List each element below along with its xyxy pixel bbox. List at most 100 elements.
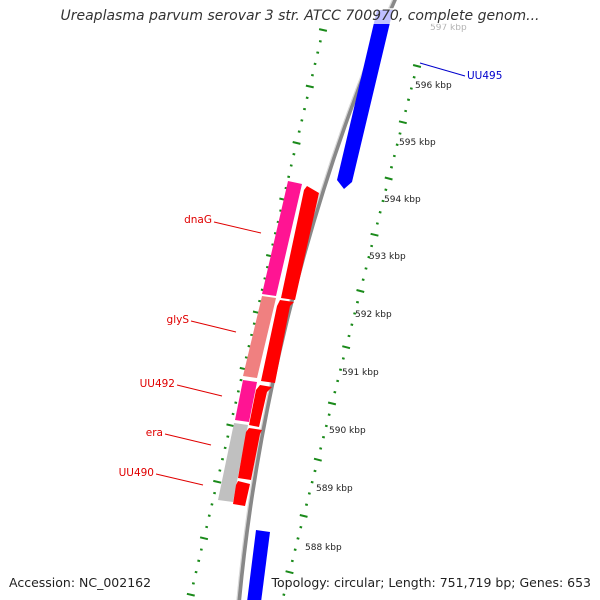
tick-mark bbox=[338, 368, 343, 371]
scale-label-594: 594 kbp bbox=[384, 195, 421, 205]
tick-mark bbox=[234, 401, 238, 404]
dnaG-pink-block[interactable] bbox=[262, 181, 302, 296]
glyS-salmon-block[interactable] bbox=[243, 296, 276, 378]
scale-label-593: 593 kbp bbox=[369, 252, 406, 262]
tick-mark bbox=[316, 51, 320, 54]
scale-label-590: 590 kbp bbox=[329, 426, 366, 436]
tick-mark bbox=[197, 559, 201, 563]
tick-mark bbox=[258, 299, 262, 303]
scale-label-588: 588 kbp bbox=[305, 543, 342, 553]
tick-mark bbox=[367, 255, 371, 259]
tick-mark bbox=[381, 199, 385, 203]
era-leader-line bbox=[164, 433, 212, 446]
gene-label-uu490[interactable]: UU490 bbox=[119, 467, 154, 479]
gene-glyS-arrow[interactable] bbox=[261, 300, 294, 383]
tick-mark bbox=[292, 152, 296, 156]
tick-mark bbox=[313, 62, 317, 66]
tick-mark bbox=[299, 514, 308, 518]
tick-mark bbox=[313, 469, 317, 473]
tick-mark bbox=[290, 559, 294, 563]
tick-mark bbox=[305, 96, 309, 100]
gene-label-uu492[interactable]: UU492 bbox=[140, 378, 175, 390]
gene-uu490-arrow[interactable] bbox=[233, 481, 250, 506]
tick-mark bbox=[324, 424, 328, 428]
tick-mark bbox=[313, 457, 322, 462]
accession-text: Accession: NC_002162 bbox=[9, 575, 152, 590]
gene-label-dnaG[interactable]: dnaG bbox=[184, 214, 212, 226]
tick-mark bbox=[336, 379, 340, 383]
tick-mark bbox=[409, 87, 413, 90]
uu492-pink-block[interactable] bbox=[235, 380, 257, 422]
tick-mark bbox=[389, 165, 394, 169]
glyS-leader-line bbox=[190, 320, 237, 333]
tick-mark bbox=[250, 333, 254, 337]
tick-mark bbox=[350, 323, 354, 326]
tick-mark bbox=[370, 244, 374, 248]
era-gray-block[interactable] bbox=[218, 423, 248, 502]
tick-mark bbox=[356, 289, 365, 293]
tick-mark bbox=[412, 75, 416, 79]
tick-mark bbox=[333, 390, 337, 394]
tick-mark bbox=[299, 525, 303, 529]
dnaG-leader-line bbox=[213, 221, 262, 234]
tick-mark bbox=[210, 503, 214, 506]
tick-mark bbox=[310, 73, 314, 77]
tick-mark bbox=[289, 164, 293, 167]
gene-label-uu495[interactable]: UU495 bbox=[467, 70, 502, 82]
tick-mark bbox=[205, 525, 209, 529]
scale-label-595: 595 kbp bbox=[399, 138, 436, 148]
uu490-leader-line bbox=[155, 473, 204, 486]
tick-mark bbox=[412, 64, 422, 68]
tick-mark bbox=[191, 582, 195, 585]
genome-summary-text: Topology: circular; Length: 751,719 bp; … bbox=[271, 575, 591, 590]
tick-mark bbox=[287, 175, 291, 179]
tick-mark bbox=[296, 537, 300, 540]
tick-mark bbox=[305, 84, 314, 89]
tick-mark bbox=[252, 322, 256, 325]
tick-mark bbox=[244, 356, 248, 359]
tick-mark bbox=[318, 28, 328, 32]
tick-mark bbox=[404, 109, 408, 113]
tick-mark bbox=[341, 357, 345, 360]
tick-mark bbox=[347, 334, 351, 338]
scale-label-591: 591 kbp bbox=[342, 368, 379, 378]
tick-mark bbox=[319, 447, 323, 450]
tick-mark bbox=[292, 141, 301, 145]
tick-mark bbox=[302, 107, 307, 111]
tick-mark bbox=[321, 435, 326, 439]
scale-label-596: 596 kbp bbox=[415, 81, 452, 91]
tick-mark bbox=[327, 413, 331, 416]
tick-mark bbox=[384, 188, 388, 192]
gene-uu488-arrow[interactable] bbox=[246, 530, 270, 600]
tick-mark bbox=[297, 130, 301, 133]
gene-label-glyS[interactable]: glyS bbox=[167, 314, 190, 326]
gene-uu495-arrow[interactable] bbox=[337, 10, 393, 189]
tick-mark bbox=[395, 143, 399, 147]
tick-mark bbox=[194, 570, 198, 574]
tick-mark bbox=[213, 491, 217, 495]
tick-mark bbox=[300, 119, 304, 122]
tick-mark bbox=[186, 592, 195, 597]
tick-mark bbox=[236, 390, 240, 393]
tick-mark bbox=[218, 469, 222, 472]
tick-mark bbox=[223, 446, 227, 450]
tick-mark bbox=[226, 423, 235, 428]
tick-mark bbox=[318, 40, 322, 43]
gene-uu492-arrow[interactable] bbox=[249, 385, 272, 427]
gene-era-arrow[interactable] bbox=[238, 428, 262, 480]
tick-mark bbox=[220, 457, 225, 461]
tick-mark bbox=[398, 120, 407, 125]
gene-dnaG-arrow[interactable] bbox=[281, 186, 319, 300]
tick-mark bbox=[327, 401, 337, 406]
scale-label-597: 597 kbp bbox=[430, 23, 467, 33]
map-title: Ureaplasma parvum serovar 3 str. ATCC 70… bbox=[0, 8, 600, 24]
tick-mark bbox=[207, 514, 211, 517]
tick-mark bbox=[398, 132, 402, 135]
tick-mark bbox=[199, 536, 209, 541]
tick-mark bbox=[226, 435, 230, 438]
tick-mark bbox=[304, 503, 309, 506]
tick-mark bbox=[239, 378, 243, 382]
gene-label-era[interactable]: era bbox=[146, 427, 163, 439]
tick-mark bbox=[375, 222, 379, 225]
